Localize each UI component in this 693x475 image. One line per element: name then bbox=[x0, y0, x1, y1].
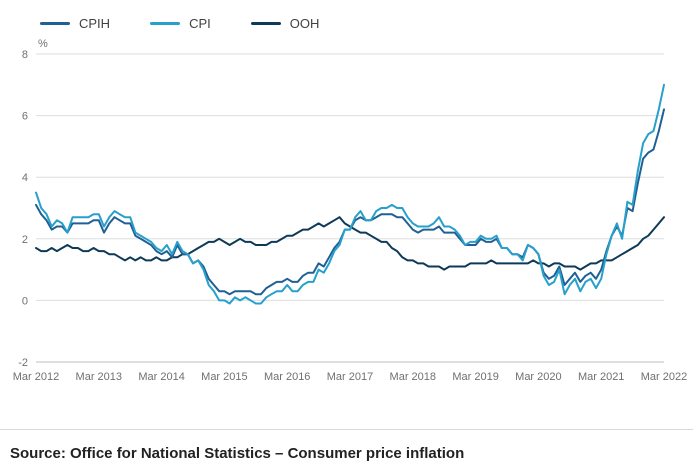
x-tick-label: Mar 2021 bbox=[578, 371, 624, 383]
x-tick-label: Mar 2016 bbox=[264, 371, 310, 383]
legend-label-ooh: OOH bbox=[289, 15, 320, 31]
y-tick-label: -2 bbox=[18, 357, 28, 369]
y-tick-label: 6 bbox=[22, 111, 28, 123]
source-text: Source: Office for National Statistics –… bbox=[10, 445, 465, 462]
line-chart: 8 6 4 2 0 -2% Mar 2012 Mar 2013 Mar 2014 Mar 2015… bbox=[13, 38, 687, 383]
x-tick-label: Mar 2014 bbox=[138, 371, 184, 383]
x-tick-label: Mar 2020 bbox=[515, 371, 561, 383]
footer-divider bbox=[0, 429, 693, 430]
x-tick-label: Mar 2019 bbox=[452, 371, 498, 383]
chart-legend: CPIH CPI OOH bbox=[0, 0, 693, 34]
cpi-line-swatch-icon bbox=[150, 21, 181, 25]
x-tick-label: Mar 2022 bbox=[641, 371, 687, 383]
y-tick-label: 4 bbox=[22, 172, 28, 184]
x-tick-label: Mar 2018 bbox=[390, 371, 436, 383]
x-tick-label: Mar 2015 bbox=[201, 371, 247, 383]
y-tick-label: 8 bbox=[22, 49, 28, 61]
series-line-cpi[interactable] bbox=[35, 83, 665, 305]
y-tick-label: 2 bbox=[22, 234, 28, 246]
legend-item-ooh[interactable]: OOH bbox=[250, 15, 320, 31]
ooh-line-swatch-icon bbox=[250, 21, 281, 25]
y-tick-label: 0 bbox=[22, 295, 28, 307]
x-tick-label: Mar 2017 bbox=[327, 371, 373, 383]
legend-item-cpih[interactable]: CPIH bbox=[40, 16, 110, 31]
x-tick-label: Mar 2012 bbox=[13, 371, 59, 383]
legend-label-cpih: CPIH bbox=[79, 15, 111, 31]
series-line-ooh[interactable] bbox=[35, 216, 665, 271]
legend-item-cpi[interactable]: CPI bbox=[150, 16, 211, 31]
y-axis-unit-label: % bbox=[38, 38, 48, 50]
cpih-line-swatch-icon bbox=[40, 21, 70, 25]
x-tick-label: Mar 2013 bbox=[76, 371, 122, 383]
legend-label-cpi: CPI bbox=[189, 15, 211, 31]
chart-area: 8 6 4 2 0 -2% Mar 2012 Mar 2013 Mar 2014 Mar 2015… bbox=[0, 34, 693, 426]
